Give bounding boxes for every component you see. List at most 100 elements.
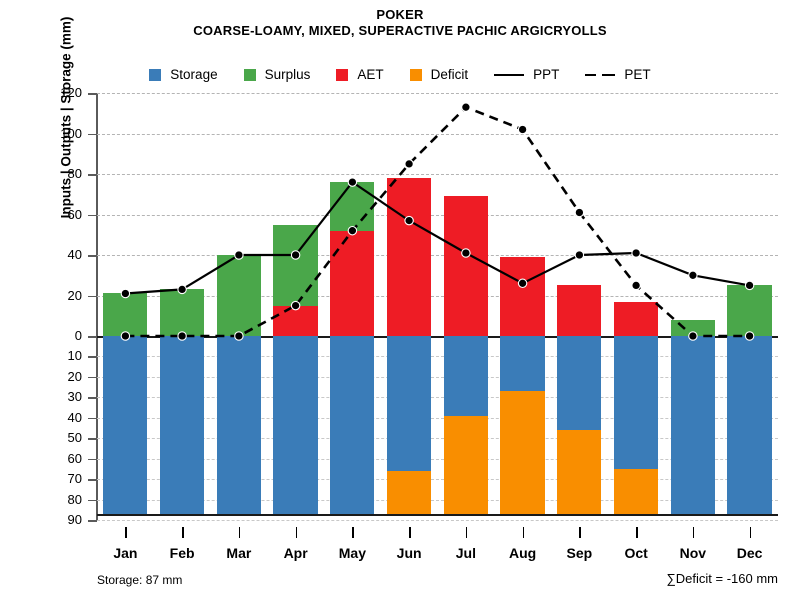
gridline (97, 356, 778, 358)
x-axis-tick (465, 527, 468, 538)
y-tick-label-upper-40: 40 (67, 247, 82, 262)
y-tick-label-lower-40: 40 (67, 409, 82, 425)
gridline (97, 133, 778, 135)
legend-entry-aet: AET (336, 67, 384, 82)
legend-swatch-surplus-icon (243, 68, 256, 81)
bar-surplus-nov (670, 319, 715, 336)
gridline (97, 397, 778, 399)
chart-legend: Storage Surplus AET Deficit PPT PET (0, 67, 800, 82)
y-tick-label-upper-20: 20 (67, 287, 82, 303)
bar-storage-mar (216, 336, 261, 514)
bar-surplus-may (330, 182, 375, 231)
gridline (97, 214, 778, 216)
y-tick-label-upper-100: 100 (60, 125, 82, 141)
legend-entry-storage: Storage (149, 67, 218, 82)
y-axis-tick (88, 397, 97, 399)
y-axis-tick (88, 438, 97, 440)
x-tick-label-nov: Nov (679, 545, 707, 561)
x-axis-tick (692, 527, 695, 538)
bar-storage-jan (103, 336, 148, 514)
gridline (97, 479, 778, 481)
x-tick-label-aug: Aug (509, 545, 537, 561)
x-tick-label-apr: Apr (283, 545, 308, 561)
y-tick-label-lower-60: 60 (67, 450, 82, 466)
gridline (97, 93, 778, 94)
gridline (97, 458, 778, 460)
storage-footnote: Storage: 87 mm (97, 573, 183, 587)
x-tick-label-feb: Feb (169, 545, 195, 561)
gridline (97, 417, 778, 419)
y-axis-tick (88, 336, 97, 338)
ppt-line-point-nov (688, 270, 698, 281)
gridline (97, 520, 778, 522)
y-tick-label-lower-70: 70 (67, 471, 82, 487)
x-tick-label-sep: Sep (566, 545, 593, 561)
bar-storage-aug (500, 336, 545, 392)
y-tick-label-lower-90: 90 (67, 512, 82, 528)
y-tick-label-upper-60: 60 (67, 206, 82, 222)
gridline (97, 174, 778, 175)
bar-aet-may (330, 230, 375, 336)
bar-storage-oct (613, 336, 659, 469)
x-tick-label-mar: Mar (226, 545, 252, 561)
bar-storage-apr (273, 336, 318, 514)
deficit-footnote: ∑Deficit = -160 mm (666, 571, 779, 586)
x-axis-tick (749, 527, 752, 538)
chart-title-line-1: POKER (376, 7, 424, 22)
y-tick-label-lower-20: 20 (67, 368, 82, 384)
y-tick-label-upper-80: 80 (67, 166, 82, 181)
y-axis-line (96, 93, 98, 521)
legend-line-pet-icon (585, 69, 616, 81)
legend-swatch-deficit-icon (409, 68, 422, 81)
bar-surplus-jan (103, 293, 148, 336)
legend-swatch-aet-icon (336, 68, 349, 81)
x-tick-label-may: May (338, 545, 366, 561)
bar-aet-sep (557, 285, 602, 336)
legend-entry-pet: PET (585, 67, 651, 82)
bar-storage-may (330, 336, 375, 514)
x-axis-tick (409, 527, 411, 538)
y-axis-tick (88, 376, 97, 379)
pet-line-point-jun (404, 159, 414, 169)
gridline (97, 499, 778, 501)
legend-label: Surplus (264, 67, 311, 82)
y-axis-tick (88, 295, 97, 298)
x-tick-label-jun: Jun (396, 545, 422, 561)
bar-surplus-feb (159, 289, 205, 336)
y-axis-tick (88, 499, 97, 502)
x-axis-tick (125, 527, 127, 538)
x-axis-tick (295, 527, 298, 538)
y-axis-title: Inputs | Outputs | Storage (mm) (58, 16, 74, 219)
legend-entry-ppt: PPT (494, 67, 559, 82)
y-axis-tick (88, 255, 97, 257)
bar-storage-feb (159, 336, 205, 514)
y-axis-tick (88, 93, 97, 95)
bar-deficit-oct (613, 468, 659, 514)
x-tick-label-jan: Jan (113, 545, 138, 561)
y-tick-label-lower-80: 80 (67, 491, 82, 507)
gridline (97, 438, 778, 440)
bar-surplus-mar (216, 255, 261, 336)
bar-storage-sep (557, 336, 602, 431)
pet-line-point-oct (631, 280, 641, 291)
bar-aet-aug (500, 257, 545, 336)
legend-label: PET (624, 67, 651, 82)
y-axis-tick (88, 133, 97, 136)
x-axis-tick (636, 527, 638, 538)
y-axis-tick (88, 479, 97, 481)
x-tick-label-oct: Oct (624, 545, 648, 561)
y-axis-tick (88, 520, 97, 522)
chart-title: POKER COARSE-LOAMY, MIXED, SUPERACTIVE P… (0, 7, 800, 39)
legend-label: AET (357, 67, 384, 82)
y-tick-label-lower-30: 30 (67, 389, 82, 405)
legend-label: PPT (533, 67, 560, 82)
plot-area (97, 93, 778, 522)
gridline (97, 255, 778, 256)
pet-line-point-jul (461, 102, 471, 112)
y-tick-label-upper-0: 0 (74, 328, 82, 343)
bar-storage-nov (670, 336, 715, 514)
y-axis-tick (88, 356, 97, 359)
x-axis-tick (352, 527, 354, 538)
y-tick-label-upper-120: 120 (60, 85, 82, 100)
